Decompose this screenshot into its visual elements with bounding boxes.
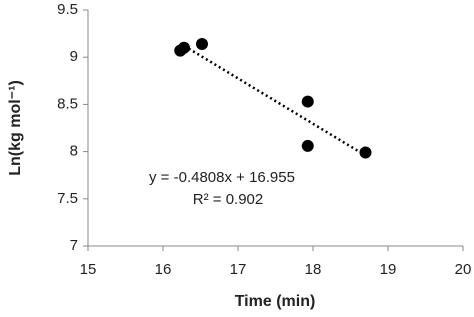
point (359, 146, 372, 159)
x-tick-label: 19 (380, 261, 397, 278)
point (178, 41, 190, 54)
x-tick-label: 18 (305, 261, 322, 278)
r2-annotation: R² = 0.902 (193, 191, 263, 208)
x-tick-label: 17 (230, 261, 247, 278)
y-tick-label: 7.5 (57, 190, 78, 207)
y-tick-label: 8 (70, 143, 78, 160)
x-tick-label: 20 (455, 261, 472, 278)
y-tick-label: 7 (70, 237, 78, 254)
x-tick-label: 15 (80, 261, 97, 278)
y-tick-label: 8.5 (57, 95, 78, 112)
y-tick-label: 9 (70, 48, 78, 65)
x-axis-label: Time (min) (235, 293, 316, 310)
y-tick-label: 9.5 (57, 1, 78, 18)
point (301, 95, 314, 108)
point (196, 37, 208, 50)
x-tick-label: 16 (155, 261, 172, 278)
trendline (179, 42, 367, 157)
y-axis-label: Ln(kg mol⁻¹) (7, 80, 24, 176)
equation-annotation: y = -0.4808x + 16.955 (149, 169, 295, 186)
point (301, 139, 314, 152)
